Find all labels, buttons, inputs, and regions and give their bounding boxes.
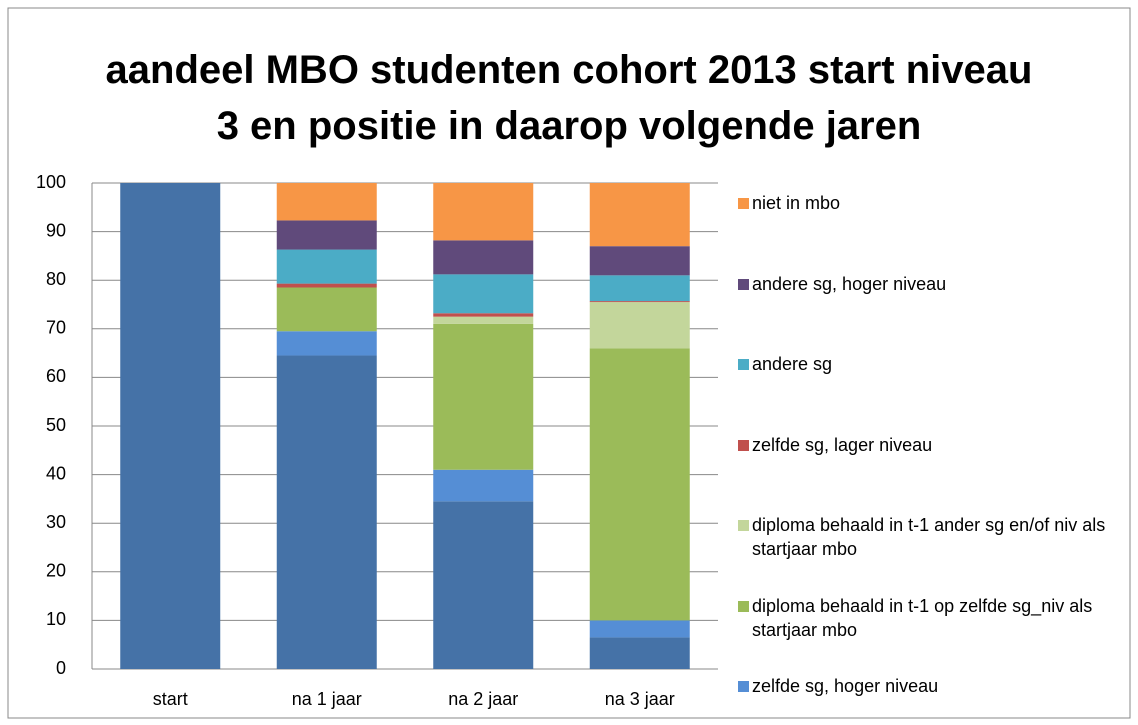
legend-label: diploma behaald in t-1 ander sg en/of ni… [752, 515, 1106, 559]
bar-segment [589, 246, 690, 276]
legend-label: zelfde sg, hoger niveau [752, 676, 939, 696]
legend-swatch [738, 359, 749, 370]
y-tick-label: 10 [46, 609, 66, 629]
x-tick-label: na 3 jaar [605, 689, 675, 709]
legend-entry: niet in mbo [738, 191, 1122, 215]
bar-segment [433, 274, 534, 314]
bar-segment [589, 301, 690, 303]
bar-segment [276, 183, 377, 221]
y-tick-label: 70 [46, 318, 66, 338]
legend-entry: zelfde sg, hoger niveau [738, 674, 1122, 698]
bar-segment [276, 220, 377, 250]
x-tick-label: na 1 jaar [292, 689, 362, 709]
legend-swatch [738, 439, 749, 451]
legend-entry: zelfde sg, lager niveau [738, 433, 1122, 457]
legend-entry: andere sg [738, 352, 1122, 376]
bar-segment [276, 331, 377, 356]
x-tick-label: na 2 jaar [448, 689, 518, 709]
y-tick-label: 90 [46, 220, 66, 240]
legend-entry: andere sg, hoger niveau [738, 272, 1122, 296]
bar-segment [433, 501, 534, 669]
bar-segment [589, 275, 690, 302]
bar-segment [589, 183, 690, 247]
legend-label: andere sg [752, 354, 833, 374]
bar-segment [589, 348, 690, 621]
y-tick-label: 20 [46, 561, 66, 581]
legend-entry: diploma behaald in t-1 op zelfde sg_niv … [738, 594, 1122, 642]
bar-segment [433, 316, 534, 324]
bar-segment [433, 183, 534, 241]
y-tick-label: 40 [46, 463, 66, 483]
legend-label: zelfde sg, lager niveau [752, 434, 933, 455]
bar-segment [433, 313, 534, 317]
y-tick-label: 60 [46, 366, 66, 386]
y-tick-label: 80 [46, 269, 66, 289]
bar-segment [276, 287, 377, 332]
bar-segment [433, 323, 534, 470]
bar-segment [276, 283, 377, 288]
y-tick-label: 0 [56, 658, 66, 678]
bar-segment [433, 469, 534, 502]
legend-swatch [738, 600, 749, 612]
bar-segment [276, 355, 377, 669]
x-tick-label: start [153, 689, 188, 709]
legend-swatch [738, 198, 749, 209]
legend-label: andere sg, hoger niveau [752, 273, 947, 294]
legend-label: diploma behaald in t-1 op zelfde sg_niv … [752, 595, 1093, 640]
bar-segment [589, 302, 690, 349]
bar-segment [276, 249, 377, 284]
legend-swatch [738, 681, 749, 692]
legend-swatch [738, 520, 749, 531]
legend-swatch [738, 278, 749, 290]
legend-entry: diploma behaald in t-1 ander sg en/of ni… [738, 513, 1122, 561]
bar-segment [120, 183, 221, 669]
bar-segment [433, 240, 534, 275]
y-tick-label: 100 [36, 172, 66, 192]
bar-segment [589, 637, 690, 669]
bar-segment [589, 620, 690, 638]
chart-title: aandeel MBO studenten cohort 2013 start … [105, 48, 1033, 148]
y-tick-label: 30 [46, 512, 66, 532]
y-tick-label: 50 [46, 415, 66, 435]
legend-label: niet in mbo [752, 193, 841, 213]
